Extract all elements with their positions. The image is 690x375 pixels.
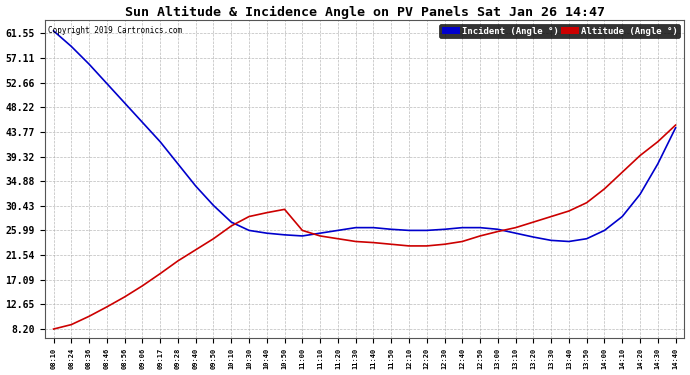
Text: Copyright 2019 Cartronics.com: Copyright 2019 Cartronics.com [48,26,182,35]
Legend: Incident (Angle °), Altitude (Angle °): Incident (Angle °), Altitude (Angle °) [440,24,680,38]
Title: Sun Altitude & Incidence Angle on PV Panels Sat Jan 26 14:47: Sun Altitude & Incidence Angle on PV Pan… [125,6,604,19]
